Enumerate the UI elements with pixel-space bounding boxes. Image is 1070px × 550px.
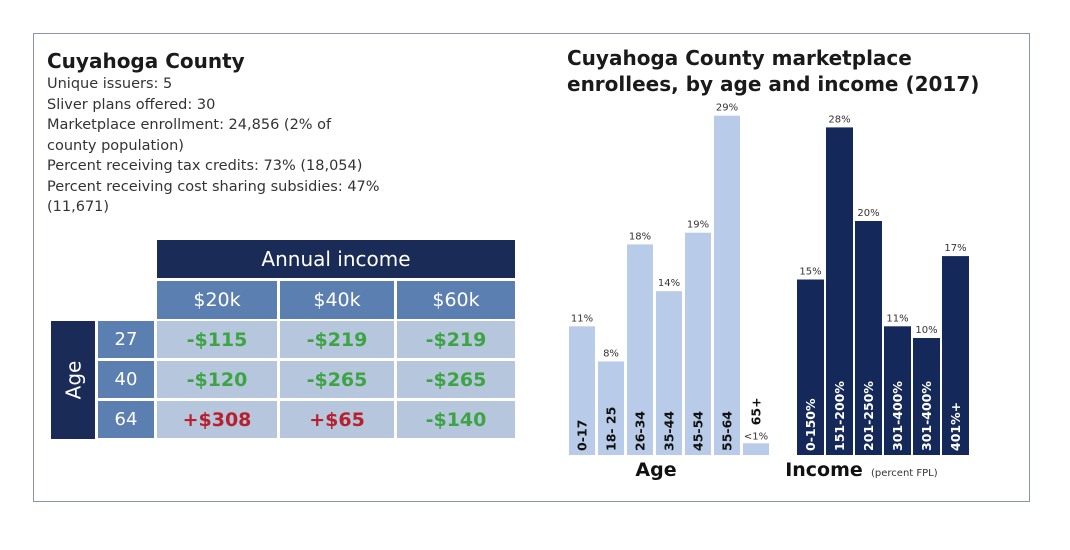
income-category-label: 301-400% <box>890 381 905 451</box>
row-age: 40 <box>98 361 154 398</box>
income-bar <box>884 326 911 455</box>
income-bar <box>942 256 969 455</box>
age-value-label: 18% <box>629 231 651 242</box>
age-category-label: 18- 25 <box>604 407 619 451</box>
stat-line: Unique issuers: 5 <box>47 76 173 92</box>
income-value-label: 20% <box>857 208 879 219</box>
table-cell: -$219 <box>280 321 394 358</box>
income-category-label: 401%+ <box>948 402 963 451</box>
table-cell: -$120 <box>157 361 277 398</box>
stat-line: county population) <box>47 137 184 154</box>
income-bar <box>855 221 882 455</box>
age-side-label: Age <box>51 321 95 439</box>
age-value-label: 8% <box>603 348 619 359</box>
table-cell: -$265 <box>280 361 394 398</box>
column-header: $60k <box>397 281 515 319</box>
table-cell: +$308 <box>157 401 277 438</box>
age-bar <box>685 232 711 455</box>
income-value-label: 15% <box>799 267 821 278</box>
column-header: $40k <box>280 281 394 319</box>
table-cell: +$65 <box>280 401 394 438</box>
county-title: Cuyahoga County <box>47 49 245 73</box>
age-bar <box>598 361 624 455</box>
table-header-annual-income: Annual income <box>157 240 515 278</box>
row-age: 64 <box>98 401 154 438</box>
income-value-label: 10% <box>915 325 937 336</box>
income-category-label: 0-150% <box>803 398 818 451</box>
income-category-label: 201-250% <box>861 381 876 451</box>
income-value-label: 28% <box>828 114 850 125</box>
age-category-label: 55-64 <box>720 411 735 451</box>
age-bar <box>743 443 769 455</box>
income-category-label: 151-200% <box>832 381 847 451</box>
age-value-label: 11% <box>571 313 593 324</box>
age-bar <box>656 291 682 455</box>
table-cell: -$265 <box>397 361 515 398</box>
age-category-label: 26-34 <box>633 411 648 451</box>
row-age: 27 <box>98 321 154 358</box>
age-category-label: 35-44 <box>662 411 677 451</box>
income-axis-label: Income <box>785 459 863 481</box>
table-cell: -$140 <box>397 401 515 438</box>
age-category-label: 65+ <box>749 397 764 425</box>
infographic-frame <box>33 33 1030 502</box>
table-cell: -$115 <box>157 321 277 358</box>
age-category-label: 45-54 <box>691 411 706 451</box>
income-value-label: 17% <box>944 243 966 254</box>
stat-line: Percent receiving cost sharing subsidies… <box>47 178 380 195</box>
income-value-label: 11% <box>886 313 908 324</box>
age-category-label: 0-17 <box>575 420 590 451</box>
table-cell: -$219 <box>397 321 515 358</box>
age-value-label: 14% <box>658 278 680 289</box>
age-bar <box>714 115 740 455</box>
age-bar <box>627 244 653 455</box>
age-axis-label: Age <box>635 459 676 481</box>
age-value-label: <1% <box>744 431 768 442</box>
age-bar <box>569 326 595 455</box>
column-header: $20k <box>157 281 277 319</box>
stat-line: Percent receiving tax credits: 73% (18,0… <box>47 158 363 174</box>
income-bar <box>913 338 940 455</box>
stat-line: Sliver plans offered: 30 <box>47 96 216 113</box>
age-value-label: 19% <box>687 220 709 231</box>
chart-title: Cuyahoga County marketplace enrollees, b… <box>567 46 980 96</box>
age-value-label: 29% <box>716 103 738 114</box>
stat-line: Marketplace enrollment: 24,856 (2% of <box>47 117 332 133</box>
stat-line: (11,671) <box>47 199 110 215</box>
county-stats: Unique issuers: 5 Sliver plans offered: … <box>47 74 427 218</box>
income-bar <box>826 127 853 456</box>
income-axis-note: (percent FPL) <box>871 468 938 479</box>
income-bar <box>797 279 824 455</box>
income-category-label: 301-400% <box>919 381 934 451</box>
